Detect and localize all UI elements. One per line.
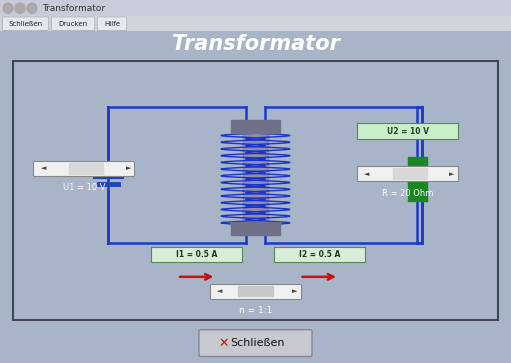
Text: R = 20 Ohm: R = 20 Ohm [382,189,433,198]
Bar [0,16,511,31]
Text: ◄: ◄ [41,166,46,171]
Text: I1 = 0.5 A: I1 = 0.5 A [176,250,217,259]
Text: Transformator: Transformator [42,4,105,13]
FancyBboxPatch shape [52,17,95,30]
Bar [69,163,103,174]
Text: ✕: ✕ [219,337,229,350]
Text: ►: ► [449,171,455,176]
Bar [243,128,268,227]
FancyBboxPatch shape [274,247,365,262]
Text: Drucken: Drucken [58,21,87,26]
FancyBboxPatch shape [357,123,458,139]
Bar [231,120,280,133]
Text: ◄: ◄ [364,171,370,176]
FancyBboxPatch shape [98,17,127,30]
FancyBboxPatch shape [357,166,458,181]
Text: U2 = 10 V: U2 = 10 V [387,127,429,136]
Text: I2 = 0.5 A: I2 = 0.5 A [298,250,340,259]
FancyBboxPatch shape [210,284,301,298]
Circle shape [15,3,25,13]
Text: Hilfe: Hilfe [104,21,120,26]
Bar [231,222,280,235]
Text: ►: ► [126,166,131,171]
Bar [238,286,273,297]
FancyBboxPatch shape [33,161,134,176]
Circle shape [3,3,13,13]
Text: U1 = 10 V: U1 = 10 V [62,183,105,192]
FancyBboxPatch shape [151,247,242,262]
Circle shape [27,3,37,13]
Text: n = 1:1: n = 1:1 [239,306,272,315]
Bar [0,0,511,16]
Text: Schließen: Schließen [230,338,285,348]
Text: ►: ► [292,288,298,294]
FancyBboxPatch shape [3,17,49,30]
Text: Transformator: Transformator [172,34,339,54]
Bar [408,156,427,201]
Text: Schließen: Schließen [9,21,42,26]
FancyBboxPatch shape [199,330,312,356]
Text: ◄: ◄ [217,288,223,294]
Bar [393,168,427,179]
